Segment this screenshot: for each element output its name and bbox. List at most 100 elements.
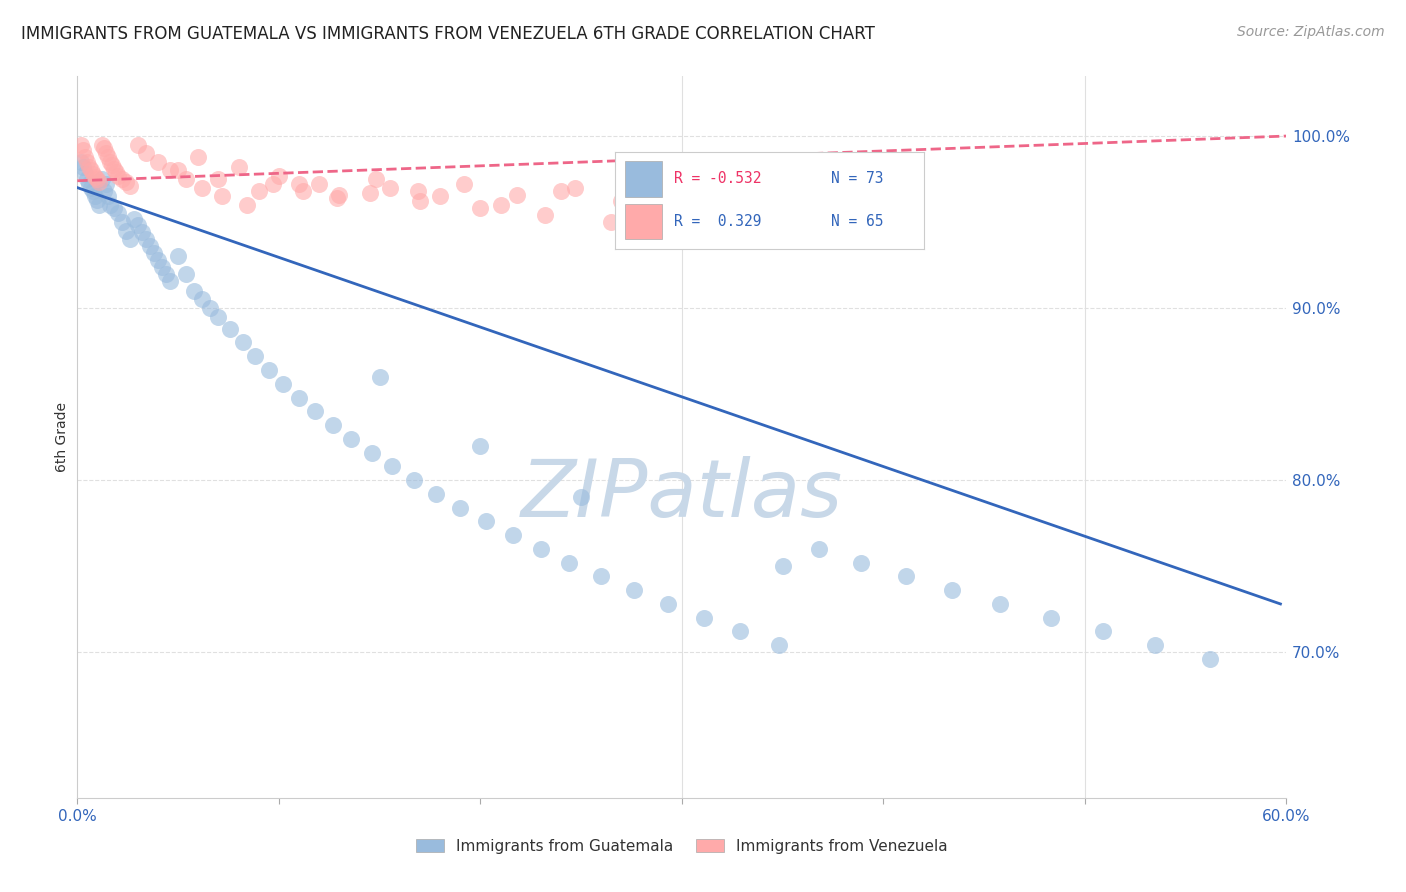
Point <box>103 202 125 216</box>
Text: ZIPatlas: ZIPatlas <box>520 456 844 534</box>
Point <box>174 172 197 186</box>
Point <box>150 260 173 274</box>
Point <box>93 141 115 155</box>
Point <box>941 583 963 598</box>
Point <box>267 169 290 183</box>
Point <box>429 189 451 203</box>
Point <box>262 177 284 192</box>
Point <box>378 180 401 194</box>
Point <box>94 177 117 192</box>
Point <box>76 172 98 186</box>
Point <box>90 172 112 186</box>
Point <box>402 473 425 487</box>
Point <box>96 189 118 203</box>
Point <box>776 184 799 198</box>
Point <box>768 638 790 652</box>
Point <box>104 165 127 179</box>
Point <box>111 172 134 186</box>
Point <box>364 172 387 186</box>
Point <box>98 198 121 212</box>
Point <box>191 180 214 194</box>
Point <box>360 445 382 459</box>
Point <box>122 211 145 226</box>
Point <box>79 160 101 174</box>
Point <box>470 439 492 453</box>
Point <box>232 335 254 350</box>
Point <box>131 225 153 239</box>
Point <box>894 569 917 583</box>
Point <box>114 224 136 238</box>
Point <box>111 215 134 229</box>
Point <box>409 194 432 209</box>
Point <box>1039 611 1062 625</box>
Point <box>304 404 326 418</box>
Point <box>103 161 125 176</box>
Point <box>243 349 266 363</box>
Point <box>89 176 111 190</box>
Point <box>86 193 108 207</box>
Point <box>1144 638 1167 652</box>
Point <box>623 583 645 598</box>
Point <box>127 219 149 233</box>
Point <box>159 273 181 287</box>
Point <box>90 137 112 152</box>
Text: Source: ZipAtlas.com: Source: ZipAtlas.com <box>1237 25 1385 39</box>
Point <box>693 611 716 625</box>
Point <box>86 172 108 186</box>
Point <box>988 597 1011 611</box>
Point <box>288 391 311 405</box>
Point <box>470 202 492 216</box>
Point <box>600 215 623 229</box>
Point <box>118 178 141 193</box>
Point <box>107 206 129 220</box>
Point <box>127 137 149 152</box>
Point <box>72 160 94 174</box>
Point <box>135 146 157 161</box>
Point <box>406 184 429 198</box>
Point <box>505 187 527 202</box>
Point <box>70 154 93 169</box>
Point <box>118 232 141 246</box>
Point <box>359 186 381 200</box>
Point <box>288 177 311 192</box>
Point <box>200 301 222 315</box>
Point <box>187 150 209 164</box>
Point <box>211 189 233 203</box>
Point <box>174 267 197 281</box>
Point <box>475 514 498 528</box>
Point <box>167 163 190 178</box>
Point <box>98 154 121 169</box>
Point <box>731 198 754 212</box>
Point <box>94 146 117 161</box>
Point <box>82 167 104 181</box>
Point <box>550 184 572 198</box>
Point <box>135 232 157 246</box>
Point <box>96 150 118 164</box>
Point <box>159 163 181 178</box>
Point <box>82 184 104 198</box>
Point <box>75 167 97 181</box>
Point <box>792 206 814 220</box>
Point <box>228 160 250 174</box>
Point <box>326 191 349 205</box>
Point <box>308 177 330 192</box>
Point <box>72 143 94 157</box>
Point <box>207 172 229 186</box>
Point <box>858 194 880 209</box>
Point <box>70 137 93 152</box>
Y-axis label: 6th Grade: 6th Grade <box>55 402 69 472</box>
Point <box>107 169 129 183</box>
Point <box>569 490 592 504</box>
Point <box>146 252 169 267</box>
Point <box>489 198 512 212</box>
Point <box>591 569 613 583</box>
Point <box>628 189 651 203</box>
Point <box>328 187 350 202</box>
Point <box>292 184 315 198</box>
Point <box>75 150 97 164</box>
Point <box>271 376 294 391</box>
Point <box>80 163 103 178</box>
Point <box>807 541 830 556</box>
Point <box>322 418 344 433</box>
Point <box>657 597 679 611</box>
